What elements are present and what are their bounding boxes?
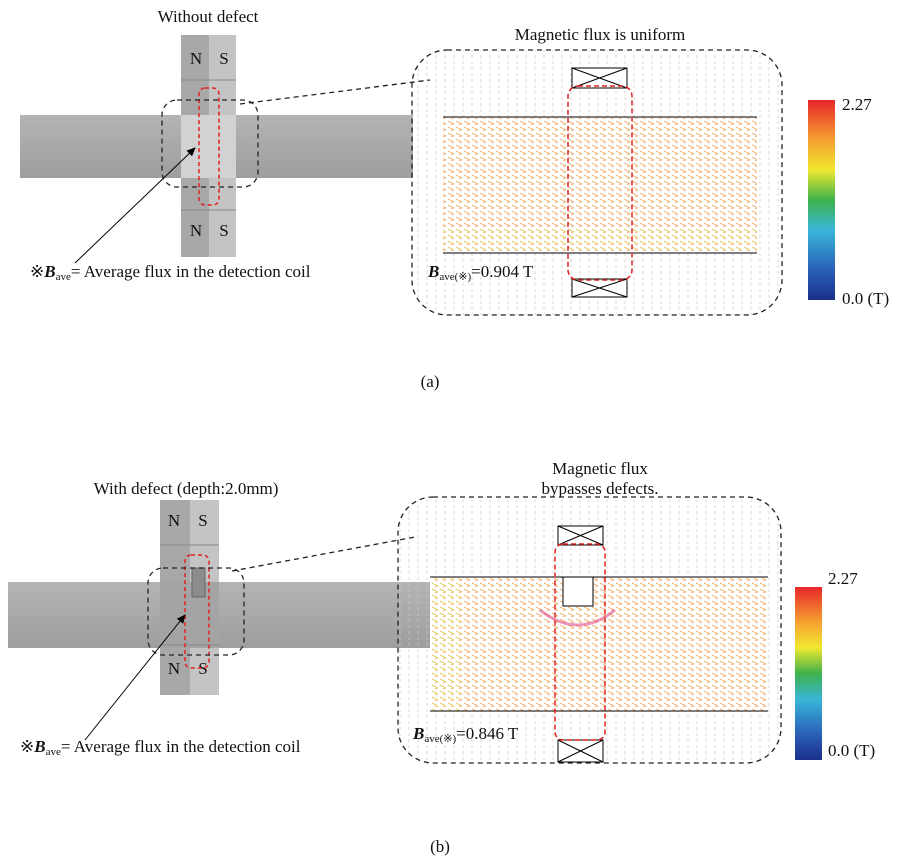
panel-title: Without defect xyxy=(158,7,259,26)
caption: (a) xyxy=(421,372,440,391)
yoke-region xyxy=(181,115,236,178)
pole-label: N xyxy=(190,49,202,68)
caption: (b) xyxy=(430,837,450,856)
result-subscript: ave(※) xyxy=(424,733,456,745)
result-subscript: ave(※) xyxy=(439,271,471,283)
flux-field xyxy=(430,578,768,711)
pole-label: N xyxy=(168,659,180,678)
note: ※Bave= Average flux in the detection coi… xyxy=(20,737,301,758)
colorbar-min: 0.0 (T) xyxy=(842,289,889,308)
colorbar xyxy=(808,100,835,300)
colorbar-min: 0.0 (T) xyxy=(828,741,875,760)
note-subscript: ave xyxy=(56,271,71,283)
note-text: = Average flux in the detection coil xyxy=(61,737,301,756)
colorbar-max: 2.27 xyxy=(842,95,872,114)
result-text: =0.846 T xyxy=(456,724,519,743)
zoom-link xyxy=(240,80,430,104)
colorbar-max: 2.27 xyxy=(828,569,858,588)
yoke-region xyxy=(160,582,219,648)
defect xyxy=(563,577,593,606)
result-symbol: B xyxy=(427,262,439,281)
note-prefix: ※ xyxy=(20,737,34,756)
result-symbol: B xyxy=(412,724,424,743)
note-symbol: B xyxy=(43,262,55,281)
panel-b: With defect (depth:2.0mm) N S N S ※Bave=… xyxy=(8,459,875,856)
figure: Without defect N S N S ※Bave= Average fl… xyxy=(0,0,901,862)
panel-title: With defect (depth:2.0mm) xyxy=(94,479,279,498)
pole-label: S xyxy=(198,511,207,530)
result-text: =0.904 T xyxy=(471,262,534,281)
pole-label: S xyxy=(219,221,228,240)
note-subscript: ave xyxy=(46,746,61,758)
note: ※Bave= Average flux in the detection coi… xyxy=(30,262,311,283)
zoom-title: bypasses defects. xyxy=(541,479,658,498)
flux-field-edge xyxy=(443,226,757,253)
note-symbol: B xyxy=(33,737,45,756)
flux-field-edge xyxy=(430,578,460,711)
colorbar xyxy=(795,587,822,760)
zoom-title: Magnetic flux is uniform xyxy=(515,25,685,44)
panel-a: Without defect N S N S ※Bave= Average fl… xyxy=(20,7,889,391)
defect xyxy=(192,568,205,597)
pole-label: N xyxy=(168,511,180,530)
zoom-title: Magnetic flux xyxy=(552,459,648,478)
note-text: = Average flux in the detection coil xyxy=(71,262,311,281)
page: {"panels": [ {"title": "Without defect",… xyxy=(0,0,901,862)
zoom-link xyxy=(232,537,415,571)
pole-label: S xyxy=(219,49,228,68)
note-prefix: ※ xyxy=(30,262,44,281)
pole-label: N xyxy=(190,221,202,240)
